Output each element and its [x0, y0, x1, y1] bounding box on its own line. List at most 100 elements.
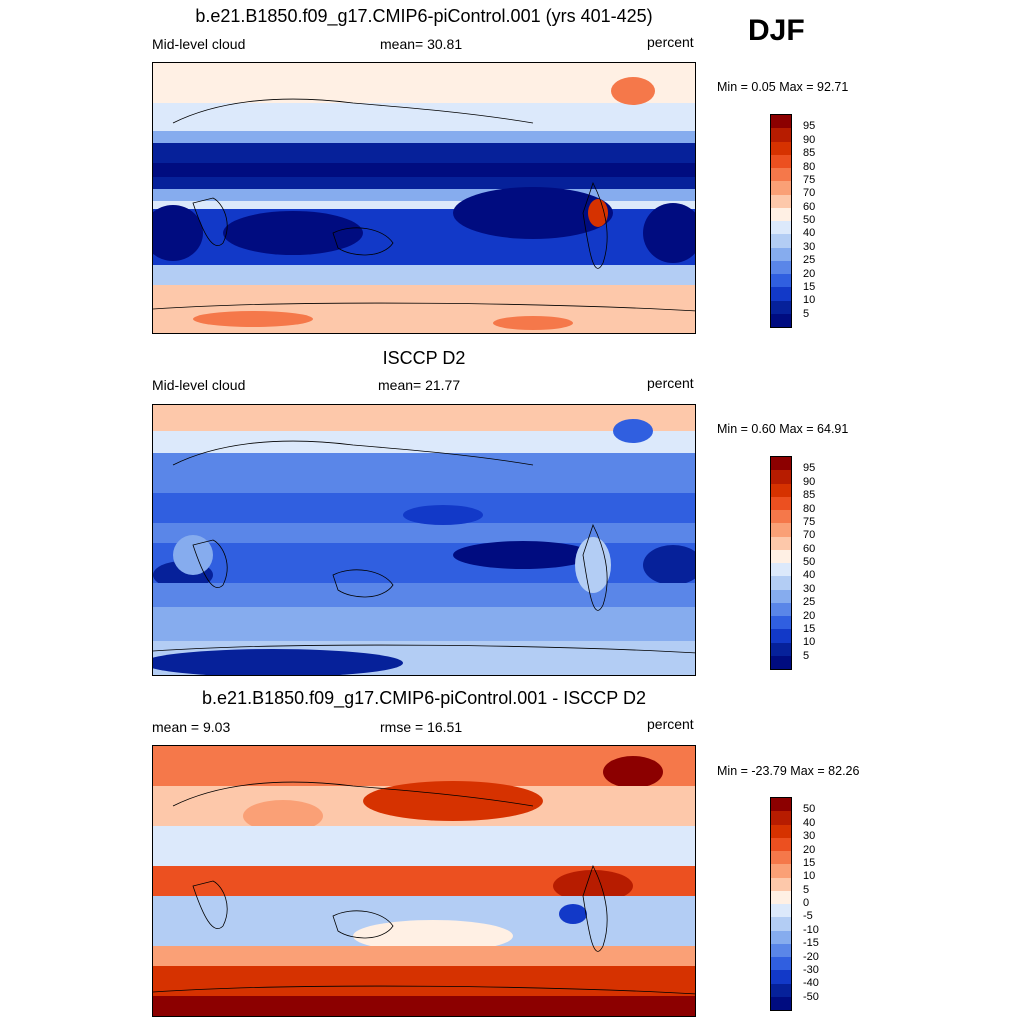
colorbar-segment	[771, 496, 791, 510]
colorbar-tick-label: 20	[803, 267, 816, 280]
colorbar-segment	[771, 128, 791, 142]
colorbar-tick-label: 40	[803, 569, 816, 582]
colorbar-tick-label: 85	[803, 147, 816, 160]
colorbar-segment	[771, 890, 791, 904]
colorbar-segment	[771, 260, 791, 274]
colorbar-segment	[771, 798, 791, 812]
colorbar-tick-label: 20	[803, 609, 816, 622]
colorbar-segment	[771, 115, 791, 129]
colorbar-tick-label: -30	[803, 963, 819, 976]
colorbar-segment	[771, 536, 791, 550]
colorbar-tick-label: 95	[803, 462, 816, 475]
season-label: DJF	[748, 14, 805, 47]
colorbar-tick-label: 25	[803, 596, 816, 609]
colorbar	[770, 456, 792, 670]
colorbar-segment	[771, 549, 791, 563]
colorbar-tick-label: 90	[803, 133, 816, 146]
colorbar-tick-label: 85	[803, 489, 816, 502]
colorbar-tick-label: 75	[803, 173, 816, 186]
colorbar-segment	[771, 154, 791, 168]
units-label: percent	[647, 716, 694, 732]
colorbar-tick-label: 10	[803, 636, 816, 649]
colorbar-segment	[771, 470, 791, 484]
colorbar-tick-label: 95	[803, 120, 816, 133]
mean-label: mean= 30.81	[380, 36, 463, 52]
colorbar-segment	[771, 917, 791, 931]
colorbar-tick-label: -20	[803, 950, 819, 963]
contour-map	[153, 63, 695, 333]
min-max-label: Min = 0.60 Max = 64.91	[717, 422, 849, 436]
colorbar-segment	[771, 837, 791, 851]
colorbar-tick-label: 40	[803, 227, 816, 240]
colorbar-tick-label: 0	[803, 897, 810, 909]
colorbar-tick-label: 5	[803, 307, 810, 320]
colorbar-segment	[771, 457, 791, 471]
colorbar	[770, 114, 792, 328]
colorbar-segment	[771, 970, 791, 984]
mean-label: mean = 9.03	[152, 719, 231, 735]
colorbar-segment	[771, 943, 791, 957]
colorbar-tick-label: 90	[803, 475, 816, 488]
colorbar-segment	[771, 996, 791, 1010]
colorbar-segment	[771, 181, 791, 195]
colorbar-tick-label: 60	[803, 200, 816, 213]
map-plot-model	[152, 62, 696, 334]
colorbar-tick-label: 15	[803, 856, 816, 869]
variable-label: Mid-level cloud	[152, 377, 246, 393]
colorbar-tick-label: -40	[803, 977, 819, 990]
colorbar-tick-label: 40	[803, 816, 816, 829]
colorbar-segment	[771, 563, 791, 577]
panel-title: b.e21.B1850.f09_g17.CMIP6-piControl.001 …	[195, 6, 653, 26]
colorbar-segment	[771, 234, 791, 248]
colorbar-tick-label: -10	[803, 923, 819, 936]
colorbar-tick-label: 80	[803, 502, 816, 515]
colorbar-segment	[771, 930, 791, 944]
colorbar-segment	[771, 207, 791, 221]
colorbar-tick-label: 25	[803, 254, 816, 267]
colorbar-segment	[771, 851, 791, 865]
colorbar-segment	[771, 655, 791, 669]
colorbar-segment	[771, 274, 791, 288]
map-plot-difference	[152, 745, 696, 1017]
colorbar-segment	[771, 168, 791, 182]
colorbar-tick-label: 5	[803, 883, 810, 896]
colorbar-segment	[771, 642, 791, 656]
colorbar	[770, 797, 792, 1011]
map-plot-observation	[152, 404, 696, 676]
colorbar-segment	[771, 877, 791, 891]
units-label: percent	[647, 375, 694, 391]
colorbar-segment	[771, 811, 791, 825]
colorbar-segment	[771, 194, 791, 208]
colorbar-segment	[771, 141, 791, 155]
colorbar-tick-label: 50	[803, 803, 816, 816]
colorbar-tick-label: 80	[803, 160, 816, 173]
colorbar-segment	[771, 313, 791, 327]
variable-label: Mid-level cloud	[152, 36, 246, 52]
colorbar-tick-label: 10	[803, 870, 816, 883]
rmse-label: rmse = 16.51	[380, 719, 463, 735]
panel-title: b.e21.B1850.f09_g17.CMIP6-piControl.001 …	[202, 688, 646, 708]
units-label: percent	[647, 34, 694, 50]
colorbar-segment	[771, 523, 791, 537]
colorbar-segment	[771, 247, 791, 261]
colorbar-tick-label: 60	[803, 542, 816, 555]
contour-map	[153, 746, 695, 1016]
colorbar-tick-label: 15	[803, 622, 816, 635]
colorbar-tick-label: 75	[803, 515, 816, 528]
colorbar-segment	[771, 616, 791, 630]
colorbar-tick-label: -5	[803, 910, 813, 923]
colorbar-segment	[771, 983, 791, 997]
colorbar-segment	[771, 864, 791, 878]
colorbar-segment	[771, 589, 791, 603]
colorbar-tick-label: 10	[803, 294, 816, 307]
colorbar-tick-label: 50	[803, 556, 816, 568]
contour-map	[153, 405, 695, 675]
panel-title: ISCCP D2	[382, 348, 466, 368]
colorbar-segment	[771, 904, 791, 918]
colorbar-segment	[771, 957, 791, 971]
colorbar-segment	[771, 300, 791, 314]
colorbar-tick-label: 30	[803, 240, 816, 253]
min-max-label: Min = -23.79 Max = 82.26	[717, 764, 860, 778]
colorbar-tick-label: 5	[803, 649, 810, 662]
colorbar-segment	[771, 576, 791, 590]
